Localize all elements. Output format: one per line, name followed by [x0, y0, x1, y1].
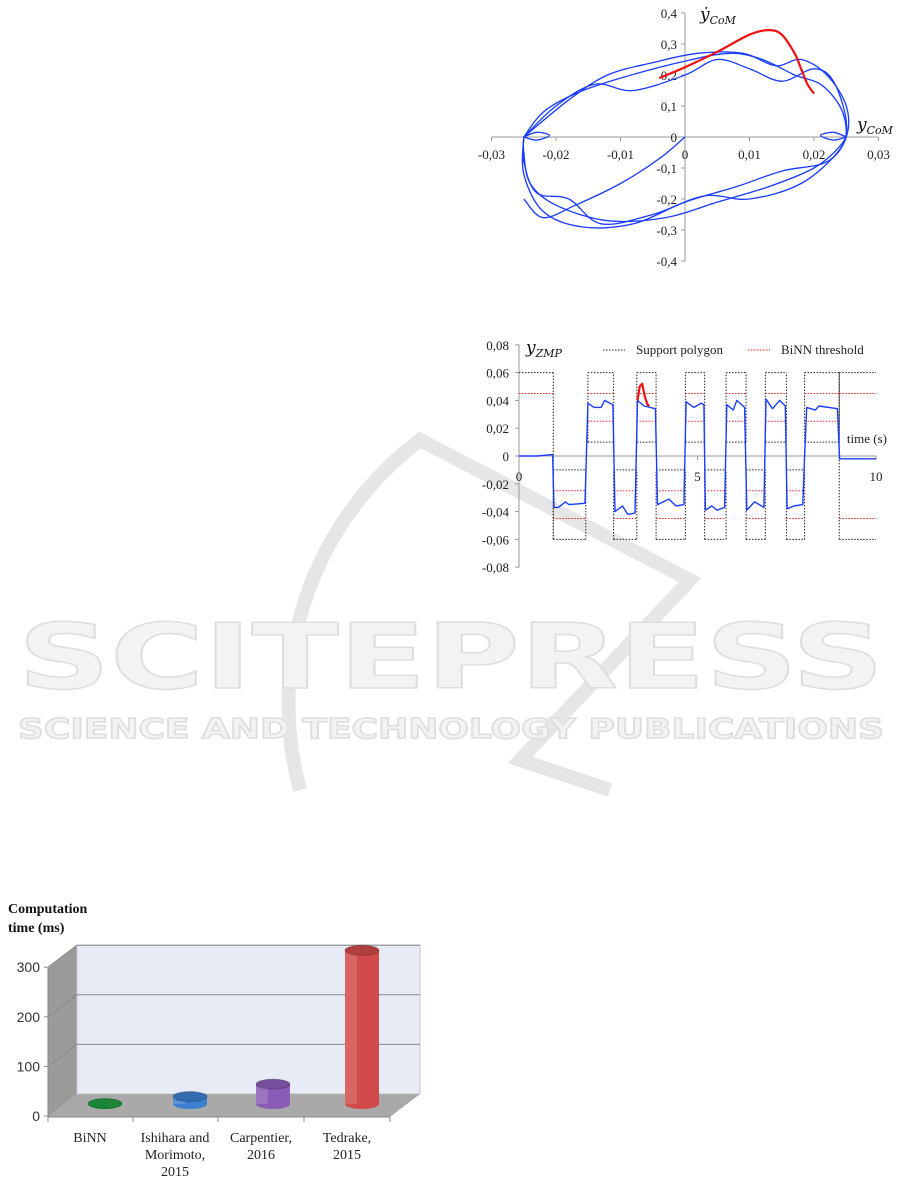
y-axis-label-base: y: [525, 338, 536, 358]
category-label-line: 2015: [161, 1165, 189, 1179]
x-tick-label: 5: [694, 469, 701, 484]
blue-trajectory-line: [523, 131, 551, 141]
category-label: Carpentier, 2016: [230, 1131, 292, 1163]
y-tick-label: -0,2: [656, 192, 677, 207]
blue-trajectory-line: [521, 51, 850, 229]
x-tick-label: 0: [516, 469, 523, 484]
y-tick-label: 0,08: [486, 338, 509, 353]
x-tick-label: 10: [870, 469, 883, 484]
gridline-side: [47, 994, 78, 1018]
y-tick-label: 0: [671, 130, 678, 145]
y-tick-label: 0: [503, 449, 510, 464]
bar-base: [345, 1099, 379, 1109]
bar-0: [87, 1098, 123, 1110]
legend-entry: BiNN threshold: [748, 342, 864, 357]
bar-body: [256, 1084, 290, 1104]
category-label: Ishihara and Morimoto, 2015: [141, 1131, 210, 1179]
x-axis-label: yCoM: [856, 115, 894, 137]
blue-trajectory-line: [522, 58, 848, 225]
legend-entry: Support polygon: [603, 342, 724, 357]
legend-label: Support polygon: [636, 342, 724, 357]
x-tick-label: -0,01: [607, 147, 634, 162]
legend-label: BiNN threshold: [781, 342, 864, 357]
y-tick-label: 0,04: [486, 393, 509, 408]
y-tick-label: 100: [17, 1058, 41, 1074]
floor: [48, 1094, 420, 1117]
y-tick-label: 0: [32, 1108, 40, 1124]
bar-top: [172, 1091, 208, 1103]
red-trajectory-line: [658, 28, 815, 95]
y-axis-label: ẏCoM: [699, 5, 737, 27]
category-label-line: 2015: [333, 1148, 361, 1163]
gridline-side: [47, 944, 78, 968]
y-tick-label: -0,1: [656, 161, 677, 176]
y-tick-label: -0,3: [656, 223, 677, 238]
category-label-line: BiNN: [73, 1131, 106, 1146]
chart-title-line: Computation: [8, 902, 88, 917]
y-tick-label: 0,4: [661, 6, 678, 21]
x-tick-label: 0,02: [803, 147, 826, 162]
com-phase-portrait-chart: -0,03 -0,02 -0,01 0 0,01 0,02 0,030,40,30,20,1…: [478, 5, 894, 269]
chart-title-line: time (ms): [8, 921, 65, 936]
x-tick-label: 0,01: [738, 147, 761, 162]
bar-body: [345, 950, 379, 1104]
bar-top: [87, 1098, 123, 1110]
x-tick-label: -0,02: [542, 147, 569, 162]
bar-top: [344, 944, 380, 956]
zmp-red-segment: [636, 382, 650, 407]
computation-time-bar-chart: Computation time (ms) 0 100 200 300 BiNN Ishiha…: [8, 902, 421, 1179]
category-label: BiNN: [73, 1131, 106, 1146]
y-axis-label: yZMP: [525, 338, 563, 360]
x-tick-label: 0: [682, 147, 689, 162]
bar-3: [344, 944, 380, 1109]
y-tick-label: 0,1: [661, 99, 677, 114]
category-label-line: 2016: [247, 1148, 275, 1163]
y-tick-label: 0,06: [486, 366, 509, 381]
blue-trajectory-line: [523, 136, 686, 219]
bar-2: [255, 1078, 291, 1109]
y-tick-label: 0,3: [661, 37, 677, 52]
zmp-time-chart: 0,08 0,06 0,04 0,02 0 -0,02 -0,04 -0,06 -0,08 0 5 1…: [482, 338, 887, 575]
y-tick-label: -0,06: [482, 532, 510, 547]
y-axis-label-base: ẏ: [699, 5, 710, 25]
category-label-line: Tedrake,: [323, 1131, 371, 1146]
watermark-subtitle: SCIENCE AND TECHNOLOGY PUBLICATIONS: [18, 712, 884, 745]
y-tick-label: 200: [17, 1009, 41, 1025]
category-label-line: Ishihara and: [141, 1131, 210, 1146]
category-label: Tedrake, 2015: [323, 1131, 371, 1163]
category-label-line: Morimoto,: [145, 1148, 205, 1163]
x-tick-label: -0,03: [478, 147, 505, 162]
y-tick-label: -0,08: [482, 560, 509, 575]
y-tick-label: -0,02: [482, 477, 509, 492]
x-axis-label-base: y: [856, 115, 867, 135]
y-axis-label-subscript: CoM: [710, 14, 737, 27]
bar-top: [255, 1078, 291, 1090]
x-axis-label: time (s): [847, 431, 887, 446]
left-wall: [48, 945, 77, 1117]
watermark-arc: [281, 431, 702, 797]
bar-highlight: [345, 950, 357, 1104]
y-axis-label-subscript: ZMP: [535, 347, 563, 360]
y-tick-label: 0,02: [486, 421, 509, 436]
bar-highlight: [256, 1084, 268, 1104]
y-tick-label: -0,04: [482, 505, 510, 520]
bar-base: [173, 1099, 207, 1109]
x-tick-label: 0,03: [867, 147, 890, 162]
category-label-line: Carpentier,: [230, 1131, 292, 1146]
zmp-line: [519, 398, 876, 516]
bar-1: [172, 1091, 208, 1109]
y-tick-label: 300: [17, 959, 41, 975]
x-axis-label-subscript: CoM: [867, 124, 894, 137]
y-tick-label: -0,4: [656, 254, 677, 269]
bar-base: [256, 1099, 290, 1109]
scitepress-watermark: SCITEPRESS SCIENCE AND TECHNOLOGY PUBLIC…: [17, 431, 885, 797]
blue-trajectory-line: [819, 131, 847, 141]
gridline-side: [47, 1044, 78, 1067]
chart-title: Computation time (ms): [8, 902, 88, 936]
watermark-title: SCITEPRESS: [18, 605, 884, 710]
